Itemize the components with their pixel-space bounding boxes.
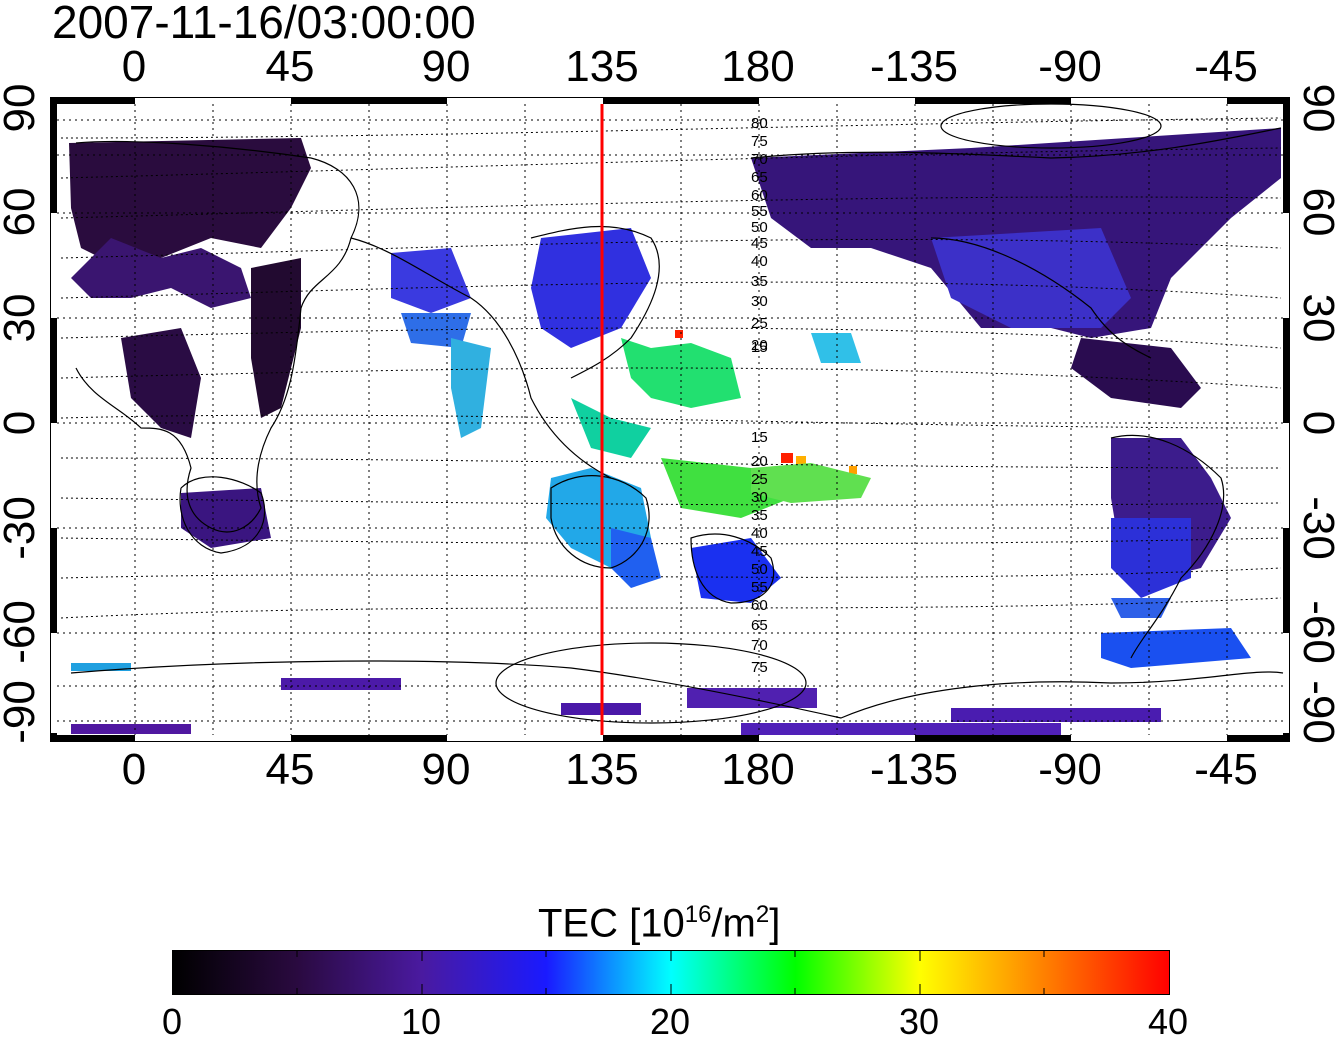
mlat-label: 45	[751, 235, 768, 252]
colorbar-title-unit-exp: 2	[755, 901, 770, 928]
top-lon-tick: 90	[421, 42, 471, 91]
mlat-label: 35	[751, 507, 768, 524]
colorbar-title-unit: /m	[711, 901, 756, 946]
mlat-label: 60	[751, 187, 768, 204]
plot-title: 2007-11-16/03:00:00	[52, 0, 476, 48]
colorbar-ticks	[296, 951, 1045, 994]
top-lon-tick: -90	[1038, 42, 1102, 91]
left-lat-tick: 60	[0, 187, 44, 237]
mlat-label: 60	[751, 597, 768, 614]
mlat-label: 75	[751, 133, 768, 150]
mlat-label: 50	[751, 219, 768, 236]
left-lat-tick: -30	[0, 496, 44, 560]
top-lon-tick: 45	[265, 42, 315, 91]
tec-patches	[69, 128, 1281, 735]
left-lat-tick: 0	[0, 411, 44, 435]
bottom-lon-tick: 45	[265, 745, 315, 794]
mlat-label: 35	[751, 273, 768, 290]
bottom-lon-tick: 135	[565, 745, 639, 794]
mlat-label: 15	[751, 429, 768, 446]
mlat-label: 50	[751, 561, 768, 578]
left-lat-tick: 30	[0, 293, 44, 343]
mlat-label: 70	[751, 151, 768, 168]
right-lat-tick: 30	[1294, 293, 1342, 343]
colorbar-label: 0	[161, 1001, 183, 1042]
mlat-label: 30	[751, 293, 768, 310]
top-lon-tick: 0	[121, 42, 147, 91]
right-lat-tick: -90	[1294, 680, 1342, 744]
top-lon-tick: 135	[565, 42, 639, 91]
left-lat-tick: -60	[0, 600, 44, 664]
top-lon-tick: 180	[721, 42, 795, 91]
bottom-lon-tick: -45	[1194, 745, 1258, 794]
coastlines	[70, 103, 1284, 724]
bottom-lon-tick: -135	[869, 745, 959, 794]
colorbar-label: 40	[1147, 1001, 1189, 1042]
mlat-label: 25	[751, 471, 768, 488]
mlat-label: 65	[751, 617, 768, 634]
mlat-label: 15	[751, 339, 768, 356]
mlat-label: 80	[751, 115, 768, 132]
left-lat-tick: 90	[0, 83, 44, 133]
right-lat-tick: 90	[1294, 83, 1342, 133]
mlat-label: 30	[751, 489, 768, 506]
mlat-label: 75	[751, 659, 768, 676]
mlat-label: 55	[751, 579, 768, 596]
colorbar-label: 10	[400, 1001, 442, 1042]
colorbar-label: 20	[649, 1001, 691, 1042]
magnetic-contours	[60, 117, 1282, 619]
top-lon-tick: -135	[869, 42, 959, 91]
graticule	[57, 104, 1283, 735]
mlat-label: 25	[751, 315, 768, 332]
top-lon-tick: -45	[1194, 42, 1258, 91]
bottom-lon-tick: 0	[121, 745, 147, 794]
right-lat-tick: -60	[1294, 600, 1342, 664]
colorbar-title-exp: 16	[684, 901, 712, 928]
mlat-label: 20	[751, 453, 768, 470]
mlat-label: 55	[751, 203, 768, 220]
mlat-label: 45	[751, 543, 768, 560]
mlat-label: 40	[751, 525, 768, 542]
mlat-label: 70	[751, 637, 768, 654]
mlat-label: 40	[751, 253, 768, 270]
colorbar-title-main: TEC [10	[538, 901, 685, 946]
tec-map	[51, 98, 1289, 741]
right-lat-tick: -30	[1294, 496, 1342, 560]
frame-scale-bar	[51, 98, 1289, 741]
colorbar-title: TEC [1016/m2]	[538, 890, 780, 948]
colorbar-title-close: ]	[769, 901, 781, 946]
map-frame: 80 75 70 65 60 55 50 45 40 35 30 25 20 1…	[50, 97, 1290, 742]
colorbar-label: 30	[898, 1001, 940, 1042]
colorbar	[172, 950, 1170, 995]
mlat-label: 20	[751, 337, 768, 354]
right-lat-tick: 0	[1294, 410, 1342, 436]
left-lat-tick: -90	[0, 680, 44, 744]
right-lat-tick: 60	[1294, 187, 1342, 237]
mlat-label: 65	[751, 169, 768, 186]
bottom-lon-tick: 180	[721, 745, 795, 794]
bottom-lon-tick: -90	[1038, 745, 1102, 794]
bottom-lon-tick: 90	[421, 745, 471, 794]
